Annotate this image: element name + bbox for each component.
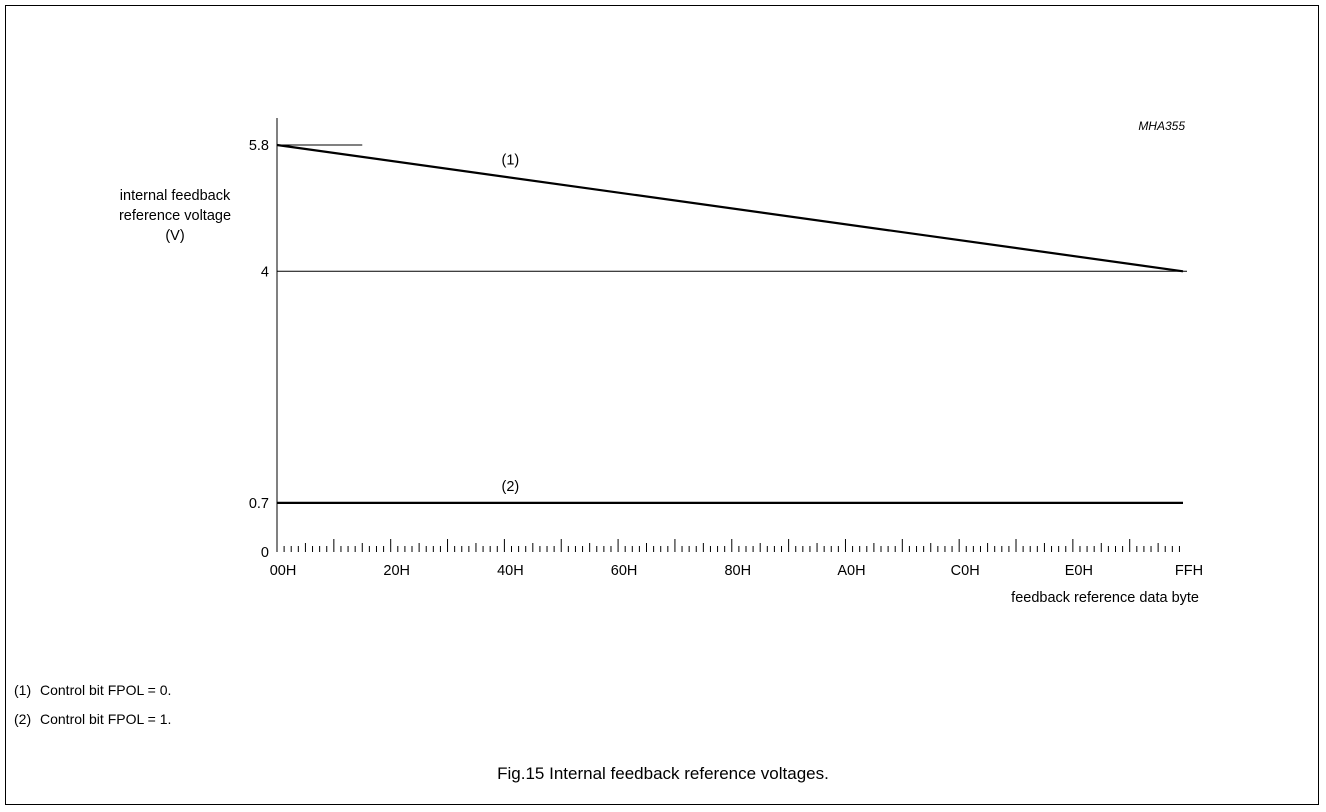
- y-axis-label-line: (V): [165, 228, 185, 244]
- series-lines: [276, 143, 1184, 504]
- x-axis-label: feedback reference data byte: [1011, 590, 1199, 606]
- x-tick-label: 40H: [497, 563, 524, 579]
- figure-code: MHA355: [1138, 119, 1185, 133]
- y-tick-label: 4: [261, 264, 269, 280]
- y-tick-label: 5.8: [249, 138, 269, 154]
- note-item: (2) Control bit FPOL = 1.: [14, 705, 171, 734]
- note-item: (1) Control bit FPOL = 0.: [14, 676, 171, 705]
- series-line: [276, 143, 1184, 273]
- y-tick-label: 0: [261, 545, 269, 561]
- y-axis-label-line: reference voltage: [118, 208, 232, 224]
- x-tick-label: C0H: [951, 563, 980, 579]
- x-tick-label: 20H: [383, 563, 410, 579]
- series-label: (2): [502, 479, 520, 495]
- note-text: Control bit FPOL = 0.: [40, 682, 172, 698]
- figure-caption: Fig.15 Internal feedback reference volta…: [497, 764, 829, 783]
- x-tick-label: E0H: [1065, 563, 1093, 579]
- x-tick-label: 60H: [611, 563, 638, 579]
- y-tick-label: 0.7: [249, 496, 269, 512]
- note-marker: (2): [14, 711, 32, 727]
- y-axis-label: internal feedback reference voltage (V): [92, 186, 258, 246]
- note-text: Control bit FPOL = 1.: [40, 711, 172, 727]
- ticks: [276, 539, 1180, 552]
- y-axis-label-line: internal feedback: [119, 188, 231, 204]
- tick-labels: (1) (2) 00H 20H 40H 60H 80H A0H C0H E0H FFH 0 0.7 4 5.…: [249, 138, 1203, 579]
- reference-lines: [277, 144, 1187, 272]
- x-tick-label: 80H: [724, 563, 751, 579]
- x-tick-label: FFH: [1175, 563, 1203, 579]
- series-label: (1): [502, 153, 520, 169]
- figure-notes: (1) Control bit FPOL = 0. (2) Control bi…: [14, 676, 171, 734]
- x-tick-label: A0H: [837, 563, 865, 579]
- note-marker: (1): [14, 682, 32, 698]
- figure-frame: [5, 5, 1319, 805]
- x-tick-label: 00H: [270, 563, 297, 579]
